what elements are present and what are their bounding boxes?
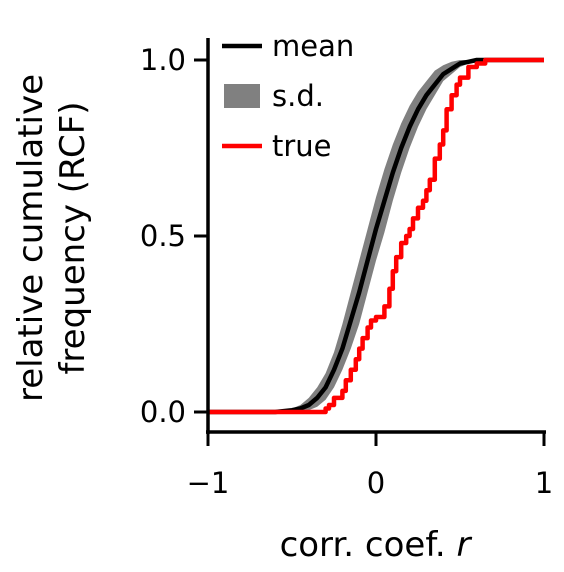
y-tick-label: 1.0 [140, 43, 186, 77]
x-axis-label-variable: r [456, 525, 472, 565]
y-tick-label: 0.5 [140, 219, 186, 253]
series-line-mean [208, 60, 544, 412]
y-axis-label: relative cumulative frequency (RCF) [11, 74, 93, 402]
legend-label: s.d. [272, 79, 324, 113]
x-tick-label: −1 [187, 466, 230, 500]
legend-label: true [272, 129, 332, 163]
x-tick-label: 1 [535, 466, 553, 500]
y-axis-label-line-2: frequency (RCF) [53, 101, 93, 374]
legend-label: mean [272, 29, 354, 63]
legend-swatch-s-d- [224, 84, 260, 108]
legend: mean s.d. true [222, 29, 354, 163]
x-axis-label-text: corr. coef. [280, 525, 457, 565]
x-axis-label: corr. coef. r [280, 525, 473, 565]
plot-marks [208, 60, 544, 412]
x-tick-label: 0 [367, 466, 385, 500]
y-axis-label-line-1: relative cumulative [11, 74, 51, 402]
axes: 0.0 0.5 1.0 −1 0 1 [140, 38, 553, 500]
y-tick-label: 0.0 [140, 395, 186, 429]
